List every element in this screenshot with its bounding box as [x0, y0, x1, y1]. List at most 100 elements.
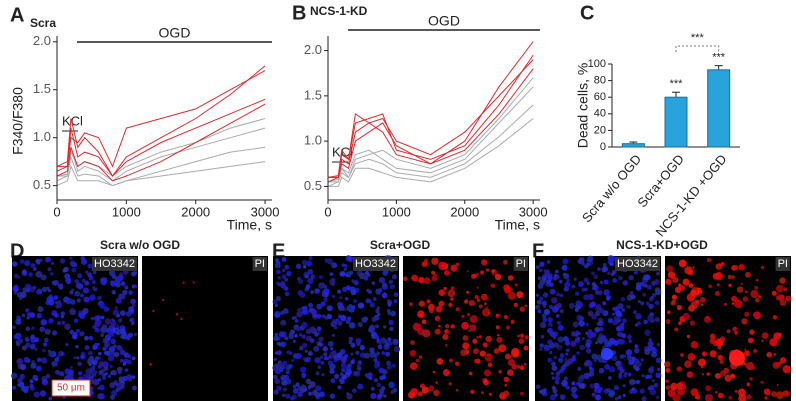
cell	[601, 348, 613, 360]
cell	[409, 302, 413, 306]
cell	[645, 301, 650, 306]
cell	[88, 363, 92, 367]
significance: ***	[670, 78, 684, 90]
cell	[455, 307, 460, 312]
cell	[275, 269, 281, 275]
cell	[583, 294, 590, 301]
channel-label: HO3342	[94, 258, 135, 270]
cell	[384, 342, 390, 347]
cell	[85, 281, 90, 286]
cell	[318, 282, 325, 289]
cell	[119, 328, 126, 335]
cell	[699, 296, 706, 303]
cell	[438, 300, 445, 307]
cell	[729, 350, 745, 366]
cell	[744, 290, 748, 294]
cell	[540, 335, 545, 339]
cell	[84, 345, 90, 351]
cell	[357, 321, 363, 328]
cell	[303, 265, 307, 269]
cell	[747, 337, 754, 344]
cell	[16, 358, 24, 365]
cell	[298, 279, 303, 284]
cell	[306, 379, 311, 384]
cell	[342, 286, 348, 292]
cell	[70, 309, 76, 316]
cell	[368, 289, 373, 295]
cell	[597, 267, 601, 271]
cell	[302, 342, 308, 348]
cell	[540, 321, 547, 329]
cell	[284, 291, 290, 297]
cell	[592, 286, 596, 291]
scale-bar-box	[51, 379, 91, 397]
cell	[115, 297, 122, 304]
cell	[24, 260, 31, 267]
cell	[35, 289, 41, 295]
cell	[54, 313, 58, 317]
cell	[549, 282, 554, 287]
cell	[19, 259, 25, 264]
cell	[74, 290, 81, 297]
cell	[753, 311, 761, 320]
cell	[680, 353, 684, 357]
cell	[588, 371, 595, 377]
cell	[36, 312, 43, 319]
cell	[94, 327, 100, 333]
cell	[581, 336, 585, 341]
y-tick-label: 60	[594, 91, 606, 103]
cell	[376, 306, 380, 310]
cell	[348, 340, 353, 345]
cell	[479, 350, 486, 357]
cell	[391, 363, 396, 368]
cell	[618, 374, 623, 379]
cell	[110, 280, 117, 287]
cell	[523, 363, 527, 366]
channel-label-bg	[252, 257, 267, 271]
cell	[45, 256, 51, 263]
cell	[503, 390, 510, 397]
cell	[583, 372, 590, 380]
cell	[606, 388, 611, 392]
cell	[434, 328, 441, 335]
cell	[74, 279, 80, 284]
cell	[381, 374, 387, 380]
cell	[273, 374, 278, 380]
cell	[29, 286, 35, 293]
cell	[654, 317, 660, 323]
cell	[674, 327, 679, 332]
cell	[754, 285, 759, 290]
panel-label: C	[580, 2, 594, 24]
cell	[277, 282, 282, 287]
cell	[485, 268, 489, 272]
cell	[470, 389, 475, 394]
cell	[694, 299, 700, 305]
cell	[113, 310, 118, 315]
cell	[30, 263, 36, 268]
cell	[276, 341, 281, 346]
cell	[281, 393, 286, 398]
cell	[717, 354, 723, 361]
cell	[676, 305, 682, 311]
cell	[594, 290, 600, 295]
cell	[100, 333, 105, 337]
cell	[726, 329, 731, 334]
cell	[99, 303, 106, 309]
cell	[510, 319, 515, 324]
cell	[556, 320, 561, 325]
x-axis-label: Time, s	[227, 217, 272, 233]
cell	[648, 345, 654, 352]
cell	[387, 337, 392, 342]
cell	[54, 300, 59, 305]
cell	[175, 313, 179, 316]
cell	[77, 371, 83, 376]
cell	[411, 274, 419, 282]
cell	[583, 277, 589, 283]
cell	[110, 323, 114, 327]
cell	[444, 329, 449, 334]
cell	[503, 284, 510, 291]
cell	[84, 335, 89, 341]
cell	[300, 384, 307, 391]
cell	[388, 279, 393, 285]
cell	[71, 263, 75, 267]
